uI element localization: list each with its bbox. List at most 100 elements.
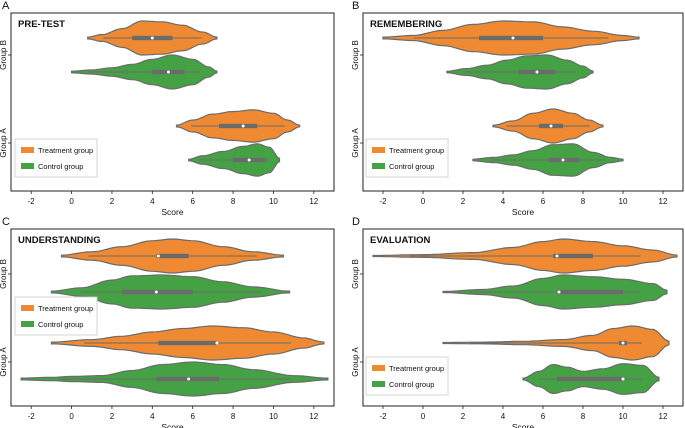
y-category-label: Group A: [0, 128, 8, 158]
legend-swatch: [372, 381, 385, 387]
x-tick-label: 2: [461, 412, 466, 421]
x-tick-label: 12: [309, 412, 318, 421]
x-axis-label: Score: [161, 422, 183, 428]
plot-frame: [10, 228, 335, 407]
violin-treatment-group-a: [175, 109, 301, 143]
violin-treatment-group-a: [50, 325, 325, 361]
panel-letter: B: [352, 0, 359, 12]
legend-swatch: [372, 365, 385, 371]
legend: Treatment group Control group: [14, 296, 98, 336]
x-tick-label: -2: [28, 197, 36, 206]
panel-title: PRE-TEST: [18, 19, 65, 30]
violin-box: [158, 340, 217, 346]
x-tick-label: 12: [659, 197, 668, 206]
legend-swatch: [21, 163, 34, 169]
x-tick-label: 4: [150, 197, 155, 206]
x-tick-label: 12: [659, 412, 668, 421]
x-tick-label: 6: [541, 412, 546, 421]
legend-label: Control group: [38, 162, 83, 171]
violin-control-group-a: [522, 363, 660, 395]
violin-median: [154, 290, 158, 294]
plot-frame: [362, 228, 684, 407]
panel-title: UNDERSTANDING: [18, 235, 101, 246]
x-tick-label: 2: [461, 197, 466, 206]
x-tick-label: 10: [269, 197, 278, 206]
legend-swatch: [21, 147, 34, 153]
x-tick-label: 4: [501, 412, 506, 421]
x-tick-label: -2: [379, 197, 387, 206]
x-tick-label: 2: [110, 197, 115, 206]
legend-label: Control group: [38, 320, 83, 329]
legend-swatch: [372, 147, 385, 153]
violin-median: [561, 158, 565, 162]
x-tick-label: 8: [231, 412, 236, 421]
violin-box: [557, 289, 623, 295]
violin-box: [557, 376, 623, 382]
violin-median: [511, 36, 515, 40]
x-tick-label: 4: [501, 197, 506, 206]
violin-box: [156, 253, 189, 259]
legend-label: Treatment group: [38, 304, 93, 313]
x-axis-label: Score: [512, 207, 534, 217]
violin-box: [479, 35, 543, 41]
violin-treatment-group-b: [60, 238, 285, 274]
violin-median: [150, 36, 154, 40]
x-tick-label: 10: [619, 197, 628, 206]
violin-control-group-a: [20, 361, 329, 397]
violin-median: [621, 377, 625, 381]
violin-median: [557, 290, 561, 294]
violin-median: [187, 377, 191, 381]
violin-median: [535, 70, 539, 74]
violin-treatment-group-b: [382, 20, 640, 56]
legend-label: Treatment group: [389, 364, 444, 373]
x-tick-label: 6: [541, 197, 546, 206]
legend-swatch: [372, 163, 385, 169]
legend-swatch: [21, 305, 34, 311]
x-axis-label: Score: [512, 422, 534, 428]
legend-box: [14, 296, 98, 336]
y-category-label: Group B: [0, 40, 8, 70]
x-tick-label: 8: [231, 197, 236, 206]
x-tick-label: 12: [309, 197, 318, 206]
violin-control-group-b: [446, 54, 594, 90]
x-tick-label: 10: [619, 412, 628, 421]
violin-median: [156, 254, 160, 258]
legend-label: Control group: [389, 380, 434, 389]
plot-frame: [362, 12, 684, 192]
panel-letter: D: [352, 216, 360, 228]
legend-label: Treatment group: [38, 146, 93, 155]
panel-a: A PRE-TEST -2 0 2 4 6 8 10 12 Score Group B Group A T…: [0, 0, 335, 217]
violin-treatment-group-a: [442, 325, 670, 361]
violin-median: [215, 341, 219, 345]
x-tick-label: 0: [69, 197, 74, 206]
y-category-label: Group A: [351, 128, 360, 158]
violin-treatment-group-a: [492, 108, 604, 144]
panel-d: D EVALUATION -2 0 2 4 6 8 10 12 Score Group B Group …: [351, 216, 684, 428]
panel-letter: A: [2, 0, 10, 12]
violin-median: [166, 70, 170, 74]
violin-treatment-group-b: [372, 238, 678, 274]
violin-median: [621, 341, 625, 345]
legend-box: [14, 138, 98, 178]
x-tick-label: -2: [28, 412, 36, 421]
legend-swatch: [21, 321, 34, 327]
y-category-label: Group A: [351, 347, 360, 377]
x-tick-label: 8: [581, 197, 586, 206]
legend: Treatment group Control group: [365, 356, 449, 396]
y-category-label: Group B: [351, 259, 360, 289]
x-tick-label: 6: [190, 412, 195, 421]
panel-letter: C: [2, 216, 10, 228]
legend-box: [365, 356, 449, 396]
violin-control-group-b: [50, 274, 291, 310]
violin-control-group-a: [188, 143, 281, 177]
x-tick-label: 8: [581, 412, 586, 421]
violin-control-group-b: [71, 54, 218, 90]
legend: Treatment group Control group: [365, 138, 449, 178]
x-tick-label: 0: [69, 412, 74, 421]
panel-b: B REMEMBERING -2 0 2 4 6 8 10 12 Score Group B Group…: [351, 0, 684, 217]
violin-box: [553, 253, 593, 259]
x-axis-label: Score: [161, 207, 183, 217]
violin-control-group-b: [442, 274, 668, 310]
x-tick-label: 2: [110, 412, 115, 421]
